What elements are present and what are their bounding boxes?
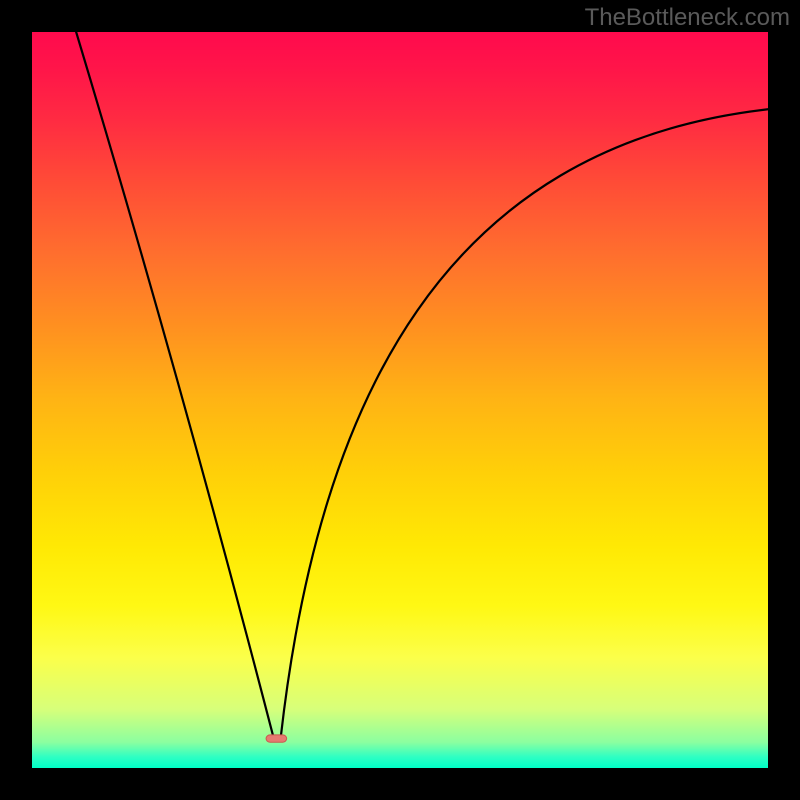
chart-frame <box>768 0 800 800</box>
chart-frame <box>0 0 32 800</box>
watermark-text: TheBottleneck.com <box>585 4 790 32</box>
chart-background <box>32 32 768 768</box>
optimal-point-marker <box>266 735 287 742</box>
chart-frame <box>0 768 800 800</box>
bottleneck-chart <box>0 0 800 800</box>
